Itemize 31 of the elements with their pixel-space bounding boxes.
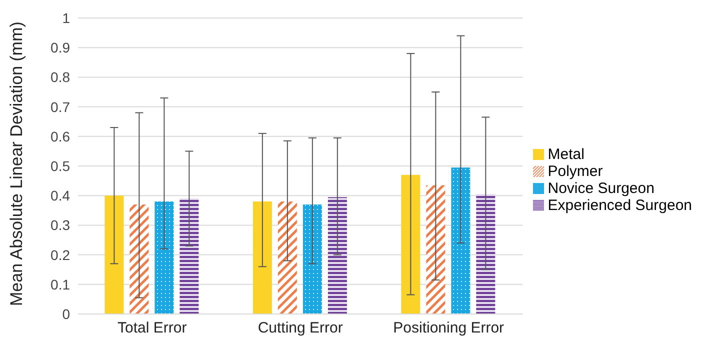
x-tick-label: Total Error bbox=[118, 320, 187, 337]
legend-label: Experienced Surgeon bbox=[548, 196, 692, 214]
y-tick-label: 0 bbox=[62, 306, 70, 322]
bar bbox=[401, 174, 420, 314]
bar bbox=[476, 194, 496, 314]
x-tick-label: Positioning Error bbox=[393, 320, 504, 337]
y-tick-label: 1 bbox=[62, 10, 70, 26]
y-tick-label: 0.8 bbox=[50, 69, 70, 86]
y-tick-label: 0.1 bbox=[50, 276, 70, 292]
legend-label: Novice Surgeon bbox=[548, 180, 654, 196]
y-axis-title: Mean Absolute Linear Deviation (mm) bbox=[7, 22, 26, 306]
bar bbox=[451, 167, 470, 314]
bar bbox=[426, 185, 446, 314]
y-tick-label: 0.9 bbox=[50, 40, 70, 56]
x-tick-label: Cutting Error bbox=[258, 320, 343, 337]
bar bbox=[278, 202, 297, 314]
bar bbox=[252, 202, 272, 314]
legend-label: Polymer bbox=[548, 162, 603, 180]
y-tick-label: 0.6 bbox=[50, 128, 70, 144]
y-tick-label: 0.4 bbox=[50, 188, 70, 204]
y-tick-label: 0.5 bbox=[50, 158, 70, 174]
bar bbox=[104, 196, 124, 314]
legend-label: Metal bbox=[548, 146, 584, 162]
bar bbox=[154, 202, 174, 314]
bar bbox=[130, 204, 149, 314]
bar bbox=[180, 198, 199, 314]
bar bbox=[328, 197, 347, 314]
y-tick-label: 0.7 bbox=[50, 98, 70, 115]
y-tick-label: 0.3 bbox=[50, 217, 70, 234]
y-tick-label: 0.2 bbox=[50, 246, 70, 263]
bar bbox=[302, 204, 322, 314]
